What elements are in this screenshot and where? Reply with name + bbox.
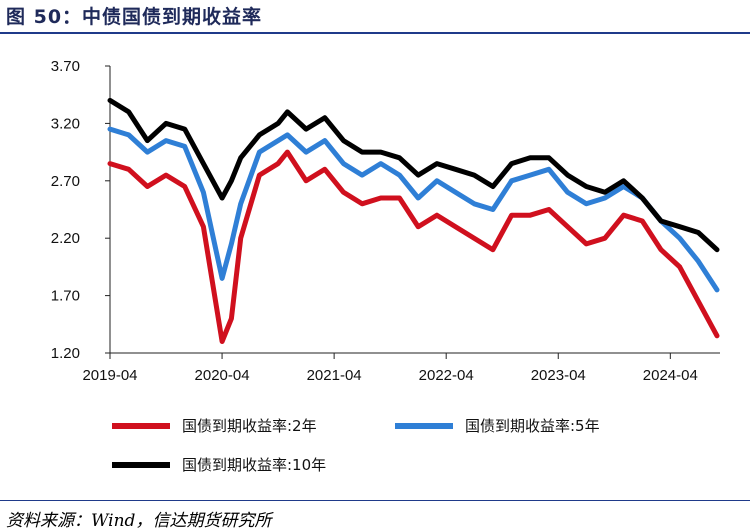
y-tick-label: 1.70	[51, 288, 80, 305]
y-tick-label: 2.70	[51, 173, 80, 190]
footer-divider	[0, 500, 750, 501]
y-tick-label: 3.20	[51, 115, 80, 132]
source-note: 资料来源：Wind，信达期货研究所	[6, 511, 272, 531]
legend-label: 国债到期收益率:5年	[465, 417, 600, 435]
chart-axes	[105, 65, 720, 359]
figure-title: 图 50：中债国债到期收益率	[6, 6, 263, 28]
series-lines	[107, 97, 720, 344]
x-tick-label: 2020-04	[195, 367, 250, 384]
title-divider	[0, 32, 750, 34]
legend-label: 国债到期收益率:2年	[182, 417, 317, 435]
series-line-2y	[107, 149, 720, 344]
series-line-10y	[107, 97, 720, 253]
yield-line-chart: 3.703.202.702.201.701.20 2019-04 2020-04 2…	[51, 58, 720, 474]
y-tick-label: 3.70	[51, 58, 80, 75]
y-tick-labels: 3.70 3.20 2.70 2.20 1.70 1.20	[51, 58, 80, 362]
x-tick-label: 2024-04	[643, 367, 698, 384]
x-tick-labels: 2019-04 2020-04 2021-04 2022-04 2023-04 2024-…	[82, 367, 697, 384]
legend-label: 国债到期收益率:10年	[182, 456, 326, 474]
x-tick-label: 2022-04	[419, 367, 474, 384]
x-tick-label: 2019-04	[82, 367, 137, 384]
series-line-5y	[107, 126, 720, 293]
y-tick-label: 2.20	[51, 230, 80, 247]
x-tick-label: 2023-04	[531, 367, 586, 384]
x-tick-label: 2021-04	[307, 367, 362, 384]
y-tick-label: 1.20	[51, 345, 80, 362]
